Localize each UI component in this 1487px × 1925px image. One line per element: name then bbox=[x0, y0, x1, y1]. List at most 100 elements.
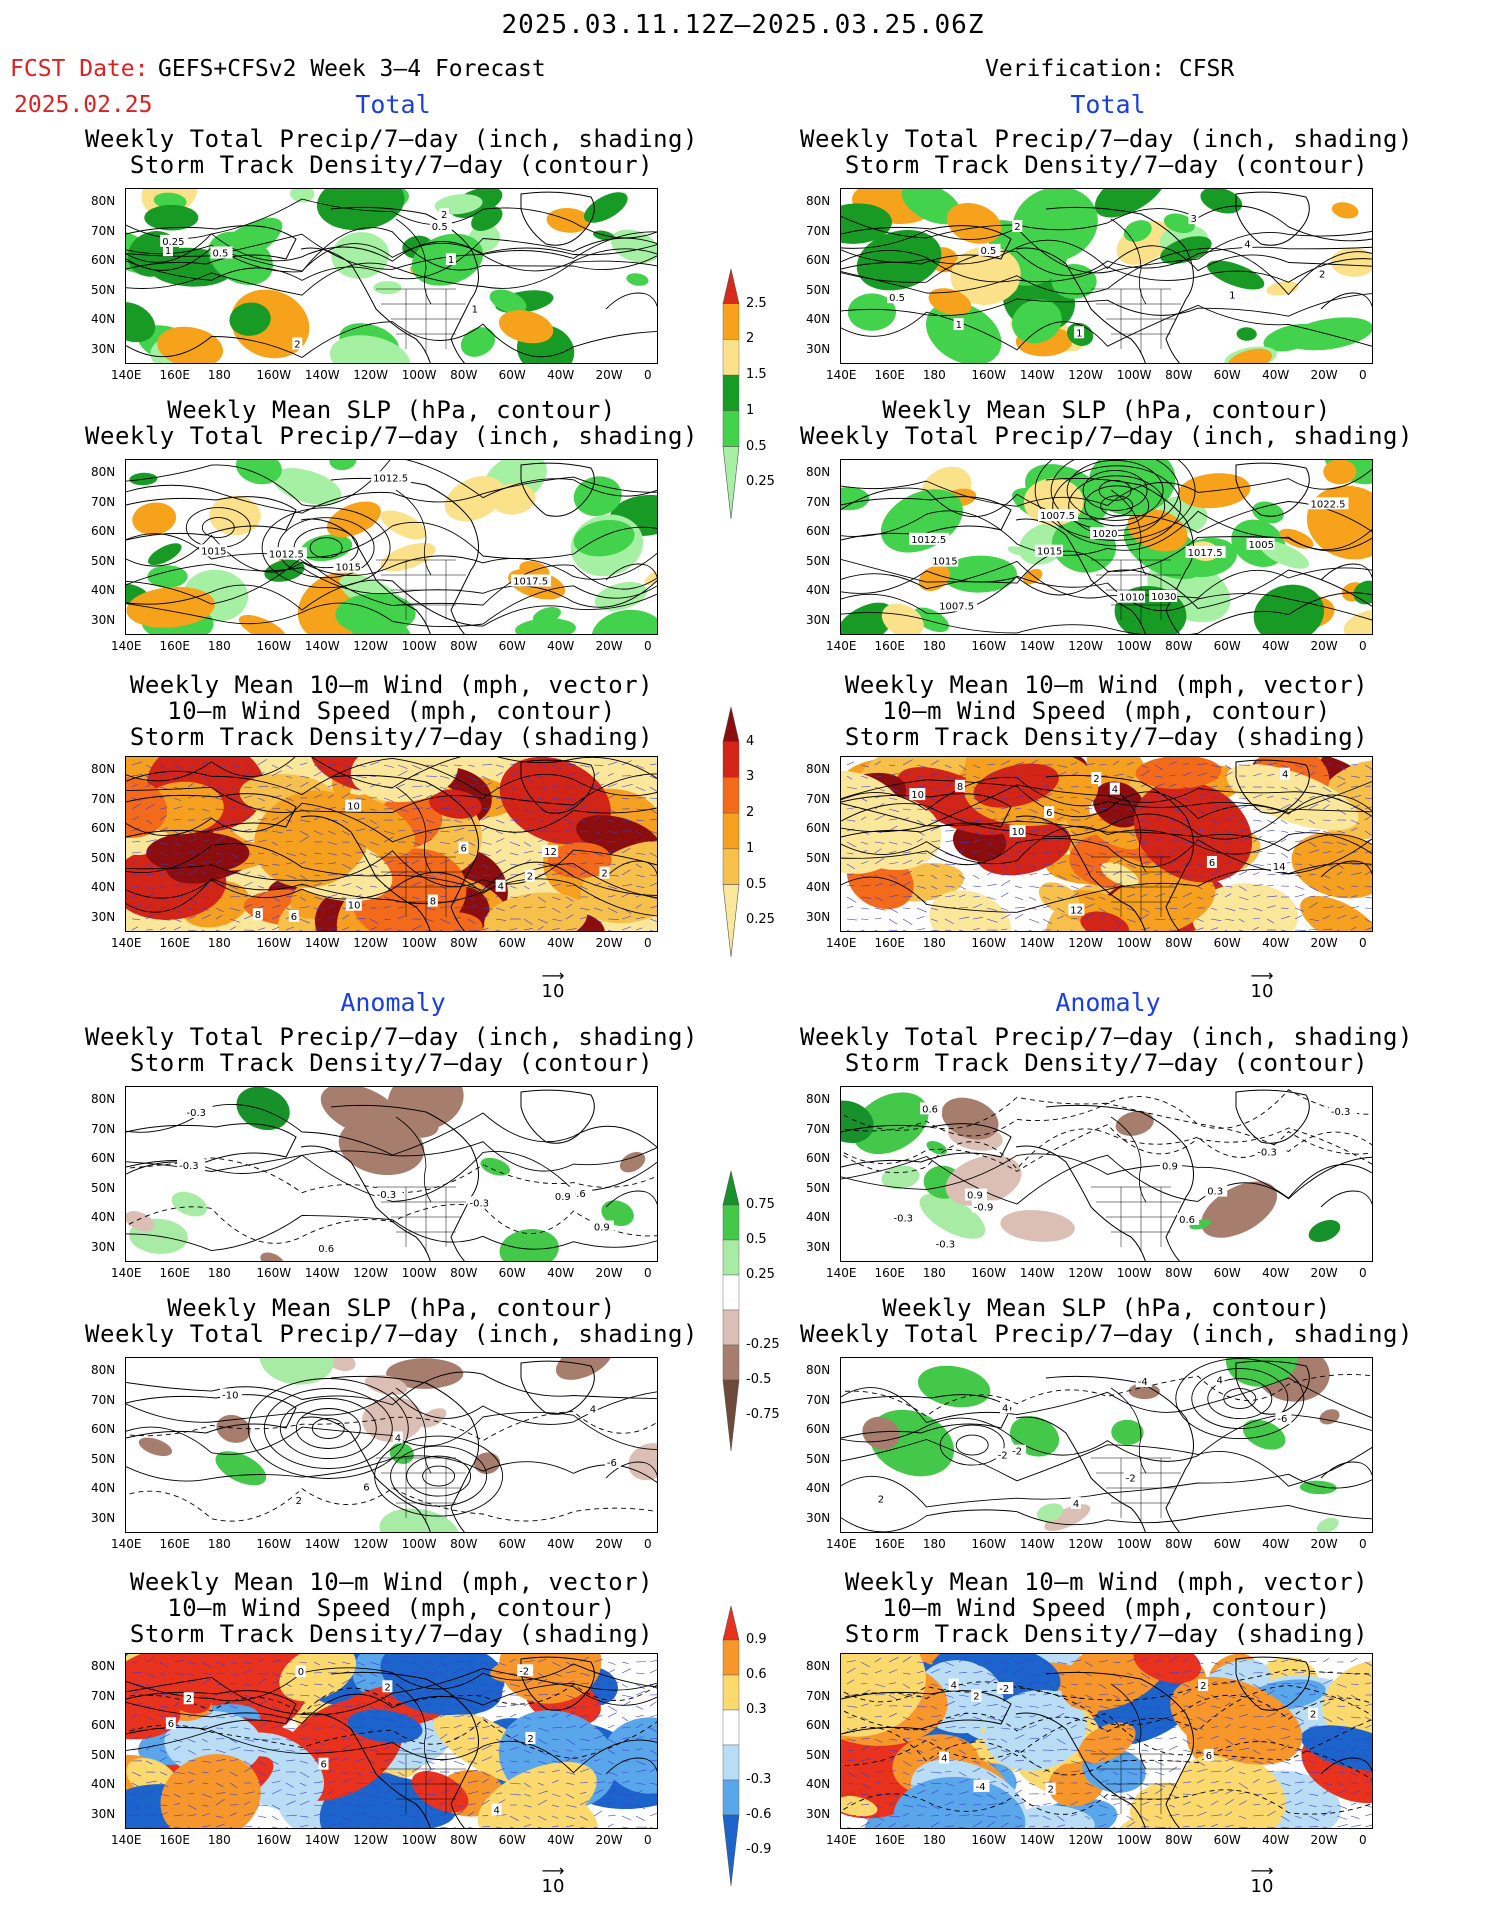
wind-vector bbox=[383, 905, 391, 909]
wind-vector bbox=[215, 929, 221, 931]
contour-label: 4 bbox=[395, 1434, 401, 1445]
wind-vector bbox=[1210, 796, 1220, 799]
wind-vector bbox=[1210, 1781, 1219, 1784]
wind-vector bbox=[621, 1726, 631, 1729]
contour-label-bg bbox=[604, 1455, 621, 1468]
wind-vector bbox=[1224, 771, 1233, 777]
wind-vector bbox=[1098, 852, 1107, 855]
wind-vector bbox=[523, 1694, 533, 1697]
wind-vector bbox=[986, 763, 995, 766]
lat-tick-label: 60N bbox=[806, 253, 831, 267]
wind-vector bbox=[565, 1824, 574, 1828]
wind-vector bbox=[874, 1738, 883, 1743]
wind-vector bbox=[1014, 1768, 1022, 1773]
wind-vector bbox=[930, 1658, 939, 1663]
coastline bbox=[300, 1712, 431, 1828]
wind-vector bbox=[523, 827, 532, 832]
wind-vector bbox=[425, 1793, 437, 1795]
wind-vector bbox=[1196, 808, 1205, 814]
wind-vector bbox=[1042, 828, 1053, 832]
wind-vector bbox=[1126, 1748, 1135, 1751]
wind-vector bbox=[1210, 830, 1218, 835]
wind-vector bbox=[551, 883, 561, 887]
wind-vector bbox=[1266, 1770, 1274, 1773]
lat-tick-label: 30N bbox=[91, 1806, 116, 1821]
contour-ring bbox=[955, 1434, 989, 1456]
wind-vector bbox=[846, 905, 854, 909]
contour-label-bg bbox=[1009, 825, 1026, 838]
panel-title-line: Storm Track Density/7–day (shading) bbox=[844, 1620, 1369, 1648]
panel-title-line: Weekly Mean 10–m Wind (mph, vector) bbox=[844, 1568, 1369, 1596]
wind-vector bbox=[972, 1716, 982, 1720]
wind-vector bbox=[635, 1690, 646, 1696]
colorbar-label: 1.5 bbox=[746, 367, 767, 383]
wind-vector bbox=[846, 795, 853, 799]
wind-vector bbox=[593, 929, 598, 931]
lon-tick-label: 20W bbox=[1310, 1537, 1338, 1551]
wind-vector bbox=[425, 1690, 434, 1696]
wind-vector bbox=[523, 808, 532, 813]
contour-label-bg bbox=[183, 1692, 194, 1705]
contour-label-bg bbox=[1188, 212, 1199, 225]
coastline bbox=[605, 292, 657, 310]
contour-label: 0.6 bbox=[922, 1104, 938, 1115]
lon-tick-label: 160E bbox=[159, 1266, 190, 1280]
wind-vector bbox=[229, 1705, 238, 1709]
shading-blob bbox=[380, 510, 427, 540]
contour-line bbox=[126, 802, 657, 843]
wind-vector bbox=[341, 1744, 351, 1751]
lon-tick-label: 160W bbox=[971, 1266, 1007, 1280]
shading-blob bbox=[238, 614, 287, 634]
wind-vector bbox=[565, 1749, 573, 1752]
wind-vector bbox=[860, 1804, 869, 1806]
wind-vector bbox=[467, 918, 476, 925]
fcst-label: FCST Date: bbox=[10, 56, 149, 82]
lon-tick-label: 160W bbox=[971, 936, 1007, 950]
wind-vector bbox=[285, 1826, 289, 1828]
contour-line bbox=[126, 757, 657, 806]
wind-vector bbox=[215, 907, 224, 913]
contour-label-bg bbox=[427, 894, 438, 907]
wind-vector bbox=[1336, 782, 1346, 788]
wind-vector bbox=[607, 808, 617, 814]
contour-label: 6 bbox=[291, 912, 297, 923]
wind-vector bbox=[495, 894, 502, 898]
colorbar-swatch bbox=[722, 848, 740, 885]
shading-blob bbox=[628, 1443, 657, 1481]
contour-line bbox=[126, 1214, 657, 1252]
wind-vector bbox=[285, 1738, 292, 1742]
shading-blob bbox=[329, 460, 357, 471]
wind-vector bbox=[341, 819, 348, 824]
wind-vector bbox=[902, 1749, 912, 1754]
wind-vector bbox=[397, 818, 405, 821]
contour-label: 2 bbox=[1319, 269, 1325, 280]
lon-tick-label: 80W bbox=[1165, 1833, 1193, 1847]
shading-blob bbox=[841, 1731, 924, 1799]
wind-vector bbox=[313, 863, 323, 865]
coastline bbox=[520, 1360, 595, 1415]
wind-vector bbox=[944, 764, 952, 769]
wind-vector bbox=[635, 1714, 644, 1718]
wind-vector bbox=[453, 1668, 464, 1674]
wind-vector bbox=[1322, 804, 1330, 810]
shading-blob bbox=[480, 1157, 510, 1176]
contour-label: 4 bbox=[941, 1753, 947, 1764]
wind-vector bbox=[173, 841, 183, 847]
wind-vector bbox=[1210, 918, 1222, 922]
wind-vector bbox=[902, 1813, 909, 1817]
wind-vector bbox=[846, 1738, 856, 1742]
lon-tick-label: 20W bbox=[1310, 639, 1338, 653]
wind-vector bbox=[383, 837, 394, 843]
shading-blob bbox=[841, 1654, 926, 1737]
wind-vector bbox=[1154, 1782, 1166, 1788]
shading-blob bbox=[387, 1087, 464, 1131]
wind-vector bbox=[1322, 1810, 1332, 1817]
wind-vector bbox=[327, 830, 336, 835]
shading-blob bbox=[603, 1717, 657, 1794]
wind-vector bbox=[495, 764, 504, 768]
wind-vector bbox=[1000, 874, 1010, 876]
wind-vector bbox=[1364, 1792, 1372, 1795]
contour-label-bg bbox=[909, 788, 926, 801]
wind-vector bbox=[327, 884, 336, 887]
contour-label: 0.3 bbox=[1207, 1187, 1223, 1198]
